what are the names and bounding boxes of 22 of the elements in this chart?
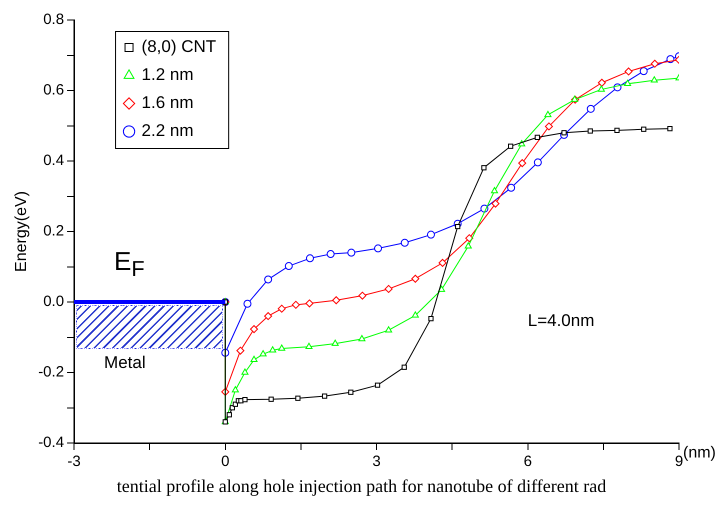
annotation: E$_{F}$ bbox=[114, 246, 145, 282]
x-tick-label: 0 bbox=[221, 453, 230, 470]
annotation: L=4.0nm bbox=[528, 310, 594, 331]
text: tential profile along hole injection path for nanotube of different rad bbox=[116, 476, 608, 497]
x-axis-title: (nm) bbox=[683, 444, 716, 462]
y-tick-label: 0.8 bbox=[43, 11, 64, 28]
x-tick-label: -3 bbox=[67, 453, 81, 470]
legend-label: 2.2 nm bbox=[142, 121, 194, 140]
y-tick-label: 0.4 bbox=[43, 152, 64, 170]
legend-label: (8,0) CNT bbox=[142, 37, 216, 56]
x-tick-label: 6 bbox=[524, 453, 532, 470]
y-tick-label: -0.4 bbox=[38, 434, 64, 452]
x-tick-label: 9 bbox=[674, 453, 684, 470]
x-tick-label: 3 bbox=[372, 453, 381, 470]
y-tick-label: 0.6 bbox=[43, 82, 64, 99]
y-tick-label: 0.2 bbox=[43, 222, 64, 240]
y-axis-title: Energy(eV) bbox=[13, 191, 30, 272]
legend-label: 1.2 nm bbox=[142, 65, 194, 84]
y-tick-label: 0.0 bbox=[43, 293, 64, 310]
legend-label: 1.6 nm bbox=[142, 93, 194, 112]
y-tick-label: -0.2 bbox=[38, 364, 64, 381]
annotation: Metal bbox=[104, 353, 146, 373]
